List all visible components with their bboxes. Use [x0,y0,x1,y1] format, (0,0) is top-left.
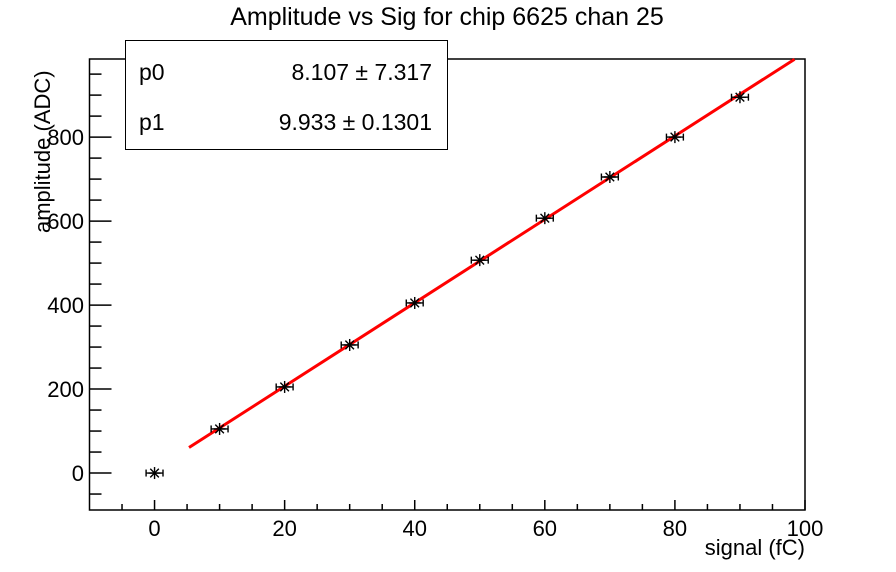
stat-param-name: p1 [139,108,165,135]
x-tick-label: 40 [402,516,426,541]
y-tick-label: 800 [47,125,84,150]
data-point-marker [474,255,485,265]
stat-param-value: 9.933 ± 0.1301 [278,108,432,135]
data-point-marker [279,382,290,392]
stat-param-name: p0 [139,58,165,85]
data-point-marker [409,298,420,308]
plot-title: Amplitude vs Sig for chip 6625 chan 25 [230,3,664,31]
stats-row-p1: p1 9.933 ± 0.1301 [139,109,432,136]
y-axis-title: amplitude (ADC) [30,70,55,233]
data-point-marker [344,340,355,350]
y-tick-label: 400 [47,293,84,318]
data-point-marker [149,468,160,478]
fit-line [188,57,796,449]
stats-row-p0: p0 8.107 ± 7.317 [139,59,432,86]
fit-stats-box: p0 8.107 ± 7.317 p1 9.933 ± 0.1301 [125,40,448,150]
x-tick-label: 60 [533,516,557,541]
data-point-marker [214,424,225,434]
x-tick-label: 80 [663,516,687,541]
x-tick-label: 20 [272,516,296,541]
y-tick-label: 600 [47,209,84,234]
data-point-marker [735,92,745,103]
x-axis-title: signal (fC) [704,535,805,560]
y-tick-label: 200 [47,377,84,402]
data-point-marker [540,213,550,223]
data-point-marker [605,172,615,182]
data-point-marker [670,132,680,142]
stat-param-value: 8.107 ± 7.317 [291,58,432,85]
y-tick-label: 0 [72,461,84,486]
x-tick-label: 0 [148,516,160,541]
x-tick-label: 100 [787,516,824,541]
